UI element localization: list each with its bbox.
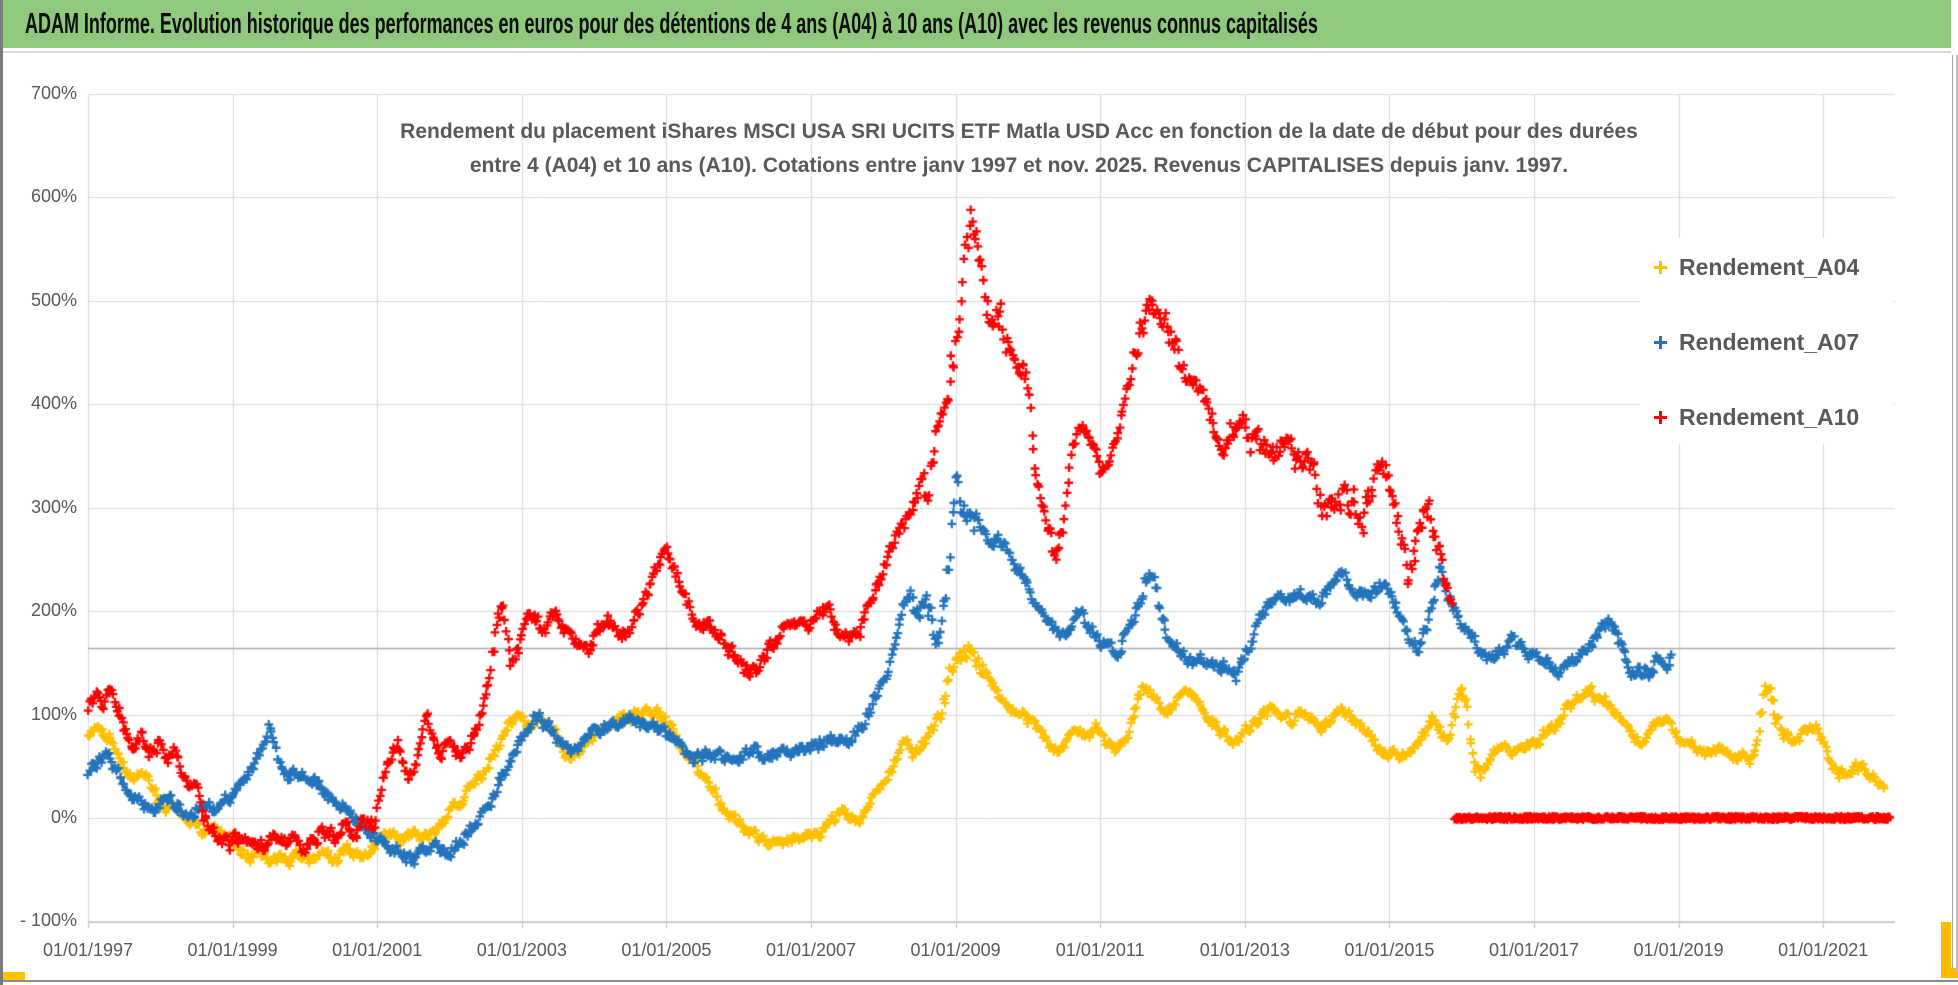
y-tick-label: 600% [30,186,77,207]
x-tick-label: 01/01/2009 [910,940,1001,960]
y-tick-label: 500% [30,289,77,310]
x-tick-label: 01/01/2013 [1199,940,1290,960]
selection-accent-bottom-left [3,972,25,980]
y-tick-label: - 100% [19,910,77,931]
plus-marker-a07-icon [1654,335,1667,349]
bottom-strip [3,972,1958,985]
legend-label-a10: Rendement_A10 [1679,403,1860,430]
y-tick-label: 300% [30,496,77,517]
x-tick-label: 01/01/2001 [332,940,423,960]
x-tick-label: 01/01/2003 [476,940,567,960]
legend-item-a04[interactable]: Rendement_A04 [1654,252,1859,282]
x-tick-label: 01/01/2015 [1344,940,1435,960]
x-tick-label: 01/01/2021 [1778,940,1869,960]
header-underline [3,51,1951,53]
plus-marker-a04-icon [1654,260,1667,274]
x-tick-label: 01/01/2011 [1055,940,1145,960]
legend-item-a10[interactable]: Rendement_A10 [1654,402,1859,432]
selection-handle-bottom-right[interactable] [1941,922,1951,978]
y-tick-label: 700% [30,82,77,103]
header-title: ADAM Informe. Evolution historique des p… [25,7,1318,40]
y-tick-label: 400% [30,393,77,414]
legend-item-a07[interactable]: Rendement_A07 [1654,327,1859,357]
sheet-bottom-border [3,980,1958,982]
x-tick-label: 01/01/2019 [1633,940,1724,960]
y-tick-label: 200% [30,600,77,621]
chart-area: Rendement du placement iShares MSCI USA … [3,55,1953,972]
x-tick-label: 01/01/2005 [621,940,712,960]
header-bar: ADAM Informe. Evolution historique des p… [3,0,1951,48]
y-tick-label: 100% [30,703,77,724]
x-tick-label: 01/01/1997 [42,940,134,960]
x-tick-label: 01/01/2017 [1488,940,1580,960]
selection-handle-bottom-right-foot[interactable] [1941,968,1958,978]
x-tick-label: 01/01/2007 [765,940,857,960]
x-tick-label: 01/01/1999 [187,940,278,960]
chart-title: Rendement du placement iShares MSCI USA … [243,115,1795,183]
chart-title-line2: entre 4 (A04) et 10 ans (A10). Cotations… [469,154,1569,177]
performance-scatter-canvas[interactable] [3,55,1953,972]
legend: Rendement_A04 Rendement_A07 Rendement_A1… [1640,238,1893,444]
chart-title-line1: Rendement du placement iShares MSCI USA … [400,120,1638,143]
legend-label-a07: Rendement_A07 [1679,328,1860,355]
y-tick-label: 0% [50,807,77,827]
chart-right-border [1956,55,1958,972]
plus-marker-a10-icon [1654,410,1667,424]
legend-label-a04: Rendement_A04 [1679,253,1860,280]
